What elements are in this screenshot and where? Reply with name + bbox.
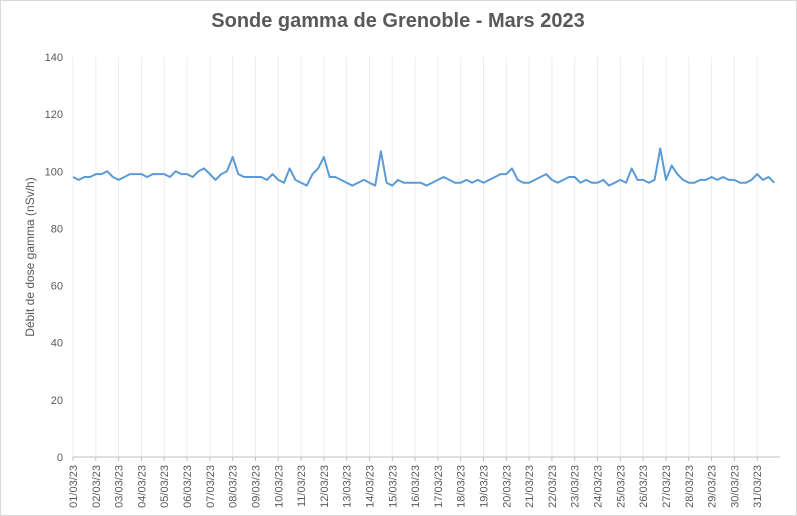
y-tick-label: 60 — [51, 281, 63, 293]
x-tick-label: 24/03/23 — [593, 465, 605, 508]
x-tick-label: 07/03/23 — [205, 465, 217, 508]
chart-title: Sonde gamma de Grenoble - Mars 2023 — [211, 10, 584, 32]
x-tick-label: 21/03/23 — [524, 465, 536, 508]
x-tick-label: 10/03/23 — [273, 465, 285, 508]
x-tick-label: 26/03/23 — [638, 465, 650, 508]
x-tick-label: 12/03/23 — [319, 465, 331, 508]
x-tick-label: 03/03/23 — [114, 465, 126, 508]
x-tick-label: 16/03/23 — [410, 465, 422, 508]
y-tick-label: 0 — [57, 452, 63, 464]
x-tick-label: 15/03/23 — [387, 465, 399, 508]
x-tick-label: 11/03/23 — [296, 465, 308, 507]
y-tick-label: 100 — [45, 166, 63, 178]
x-tick-label: 27/03/23 — [661, 465, 673, 508]
x-tick-label: 23/03/23 — [570, 465, 582, 508]
y-axis-label: Débit de dose gamma (nSv/h) — [23, 177, 37, 336]
x-tick-label: 28/03/23 — [684, 465, 696, 508]
x-tick-label: 31/03/23 — [752, 465, 764, 508]
x-tick-label: 04/03/23 — [136, 465, 148, 508]
x-tick-label: 29/03/23 — [707, 465, 719, 508]
x-tick-label: 30/03/23 — [729, 465, 741, 508]
x-tick-label: 01/03/23 — [68, 465, 80, 508]
x-tick-label: 02/03/23 — [91, 465, 103, 508]
x-tick-label: 09/03/23 — [250, 465, 262, 508]
x-tick-label: 22/03/23 — [547, 465, 559, 508]
x-tick-label: 05/03/23 — [159, 465, 171, 508]
y-tick-label: 80 — [51, 223, 63, 235]
x-tick-label: 14/03/23 — [364, 465, 376, 508]
y-tick-label: 140 — [45, 52, 63, 64]
x-tick-label: 13/03/23 — [342, 465, 354, 508]
y-tick-label: 120 — [45, 109, 63, 121]
y-tick-label: 20 — [51, 395, 63, 407]
x-tick-label: 25/03/23 — [615, 465, 627, 508]
x-tick-label: 18/03/23 — [456, 465, 468, 508]
data-line — [72, 147, 776, 187]
x-tick-label: 19/03/23 — [479, 465, 491, 508]
x-tick-label: 20/03/23 — [501, 465, 513, 508]
y-tick-label: 40 — [51, 338, 63, 350]
x-tick-label: 17/03/23 — [433, 465, 445, 508]
x-tick-label: 06/03/23 — [182, 465, 194, 508]
x-tick-label: 08/03/23 — [228, 465, 240, 508]
